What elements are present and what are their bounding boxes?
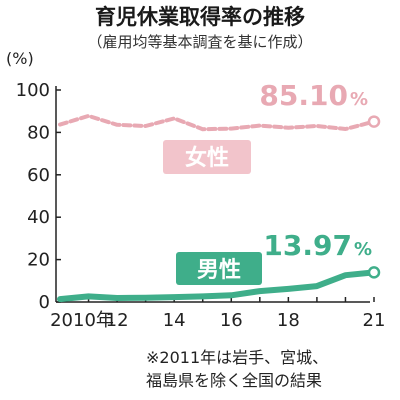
- series-label-female-text: 女性: [185, 145, 229, 171]
- chart-title: 育児休業取得率の推移: [95, 5, 305, 29]
- series-label-female: 女性: [163, 140, 251, 174]
- series-label-male: 男性: [176, 252, 262, 285]
- x-tick-label: 18: [277, 310, 300, 331]
- y-tick-label: 40: [27, 207, 50, 228]
- male-end-value: 13.97: [263, 229, 352, 262]
- y-axis-ticks: 0 20 40 60 80 100: [16, 80, 61, 313]
- series-layer: [57, 113, 381, 303]
- x-tick-label: 16: [220, 310, 243, 331]
- male-end-point: [367, 266, 381, 279]
- y-tick-label: 100: [16, 80, 50, 101]
- chart-subtitle: （雇用均等基本調査を基に作成）: [87, 33, 312, 51]
- series-label-female-box: [163, 140, 251, 174]
- series-line-female: [58, 113, 376, 132]
- y-tick-label: 80: [27, 122, 50, 143]
- footnote-line-2: 福島県を除く全国の結果: [146, 371, 322, 390]
- female-end-unit: %: [350, 89, 368, 110]
- footnote-line-1: ※2011年は岩手、宮城、: [146, 348, 328, 367]
- x-tick-label: 12: [106, 310, 129, 331]
- y-tick-label: 20: [27, 250, 50, 271]
- female-end-value: 85.10: [259, 79, 348, 112]
- female-end-point: [367, 115, 381, 128]
- series-label-male-text: 男性: [197, 258, 241, 283]
- series-line-male: [57, 269, 377, 303]
- y-axis-unit: (%): [6, 49, 34, 68]
- x-tick-label: 14: [163, 310, 186, 331]
- x-tick-label: 21: [363, 310, 386, 331]
- series-label-male-box: [176, 252, 262, 285]
- male-end-unit: %: [354, 239, 372, 260]
- y-tick-label: 60: [27, 165, 50, 186]
- y-tick-label: 0: [39, 292, 50, 313]
- x-tick-label: 2010年: [50, 310, 114, 331]
